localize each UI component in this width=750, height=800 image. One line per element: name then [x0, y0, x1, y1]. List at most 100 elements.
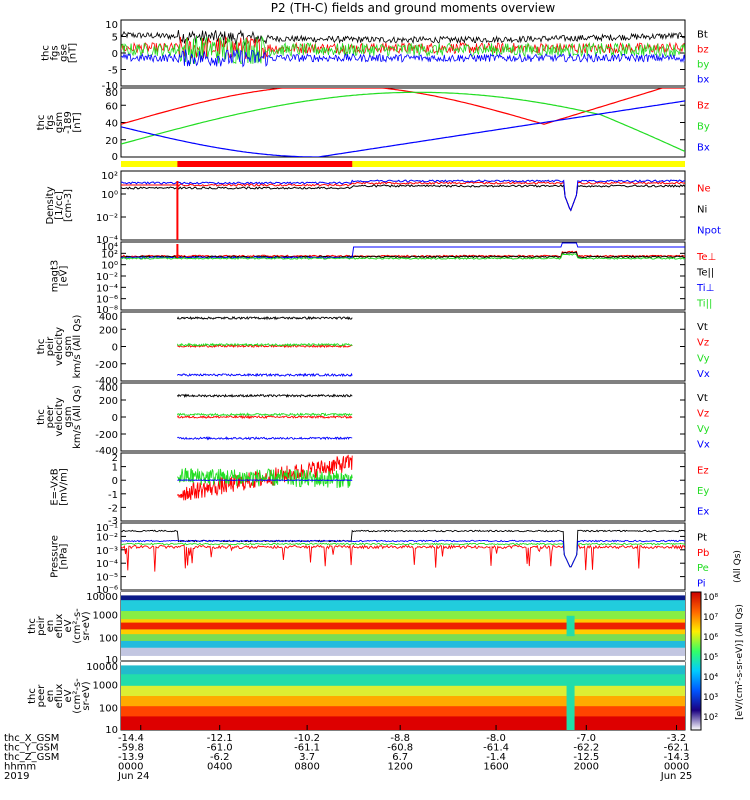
panel-frame — [120, 311, 686, 382]
y-tick-label: 10000 — [86, 592, 118, 603]
trace-Vy — [176, 412, 353, 417]
x-row-value: -62.1 — [664, 743, 690, 754]
y-axis-label: Pressure — [50, 535, 61, 578]
x-row-value: -13.9 — [118, 752, 144, 763]
y-tick-label: 10⁻³ — [96, 546, 118, 557]
y-axis-label: (cm²-s- — [72, 678, 83, 714]
colorbar-tick: 10⁵ — [703, 653, 718, 663]
y-tick-label: -200 — [95, 360, 118, 371]
x-row-value: -62.2 — [573, 743, 599, 754]
y-tick-label: 0 — [112, 476, 118, 487]
panel-frame — [120, 522, 686, 591]
panel-traces — [121, 662, 685, 730]
panel-frame — [120, 87, 686, 158]
y-axis-label: fgs — [50, 45, 61, 60]
y-tick-label: 10⁴ — [101, 242, 118, 253]
heatmap-band — [121, 685, 685, 697]
y-tick-label: -400 — [95, 376, 118, 387]
colorbar-tick: 10⁶ — [703, 633, 718, 643]
trace-Bx — [121, 100, 685, 157]
trace-Pt — [121, 529, 685, 568]
x-row-value: -6.2 — [210, 752, 230, 763]
heatmap-band — [121, 611, 685, 620]
legend-entry: Bz — [697, 101, 709, 112]
status-bar-red — [177, 161, 353, 167]
y-axis-label: km/s (All Qs) — [72, 385, 83, 449]
legend-entry: Ti|| — [696, 298, 712, 309]
legend-entry: Ne — [697, 184, 711, 195]
y-axis-label: sr-eV) — [81, 681, 92, 710]
x-row-value: 0000 — [118, 762, 143, 773]
panel-peer-spectrogram: 10000 1000 100 10 thcpeerenefluxeV(cm²-s-sr-… — [27, 661, 686, 736]
legend-entry: bz — [697, 45, 709, 56]
heatmap-band — [121, 696, 685, 707]
panel-traces — [121, 592, 685, 660]
trace-Ez — [177, 454, 353, 501]
y-tick-label: 10⁻⁶ — [96, 295, 118, 306]
y-tick-label: 10⁰ — [101, 190, 118, 201]
panel-peir-spectrogram: 10000 1000 100 10 thcpeirenefluxeV(cm²-s-sr-… — [27, 591, 686, 666]
y-axis-label: thc — [36, 339, 47, 355]
y-tick-label: -10 — [102, 81, 118, 92]
x-row-value: -10.2 — [294, 733, 320, 744]
y-axis-label: km/s (All Qs) — [72, 315, 83, 379]
trace-Vy — [176, 342, 353, 347]
panel-traces — [121, 88, 685, 157]
trace-Bt — [121, 29, 685, 47]
legend-entry: Bt — [697, 30, 708, 41]
trace-Vz — [177, 343, 353, 349]
y-tick-label: 10 — [105, 655, 118, 666]
legend-entry: Ex — [697, 507, 709, 518]
x-row-value: 0800 — [294, 762, 319, 773]
legend-entry: Ti⊥ — [696, 283, 714, 294]
y-tick-label: 10⁻² — [96, 272, 118, 283]
y-tick-label: 60 — [105, 101, 118, 112]
x-row-value: 0000 — [664, 762, 689, 773]
x-row-value: -8.0 — [486, 733, 506, 744]
trace-Vx — [177, 372, 353, 378]
y-axis-label: gse — [59, 44, 70, 62]
trace-Npot — [121, 179, 685, 212]
x-row-value: -61.4 — [483, 743, 509, 754]
x-row-label: hhmm — [4, 762, 36, 773]
heatmap-dip — [566, 682, 575, 730]
y-axis-label: en — [45, 620, 56, 633]
trace-By — [121, 91, 685, 153]
y-axis-label: magt3 — [50, 260, 61, 293]
trace-by — [121, 35, 685, 65]
y-axis-label: [cm-3] — [63, 189, 74, 222]
trace-Bz — [121, 88, 685, 125]
colorbar-scale — [690, 591, 702, 731]
heatmap-noise — [121, 647, 685, 656]
heatmap-band — [121, 600, 685, 612]
x-row-value: 6.7 — [392, 752, 408, 763]
y-axis-label: sr-eV) — [81, 611, 92, 640]
x-row-label: thc_Y_GSM — [4, 743, 59, 754]
heatmap-band — [121, 716, 685, 730]
y-tick-label: 10⁻⁴ — [96, 235, 118, 246]
panel-traces — [121, 242, 685, 260]
trace-series — [121, 253, 685, 260]
heatmap-dip — [566, 615, 575, 637]
y-axis-label: gsm — [54, 112, 65, 133]
x-row-label: thc_Z_GSM — [4, 752, 59, 763]
y-axis-label: fgs — [45, 115, 56, 130]
y-tick-label: 1000 — [93, 681, 118, 692]
y-axis-label: peir — [45, 336, 56, 356]
panel-traces — [176, 393, 353, 441]
trace-series — [121, 251, 685, 259]
y-tick-label: 10⁻¹ — [96, 523, 118, 534]
panel-traces — [176, 315, 353, 378]
heatmap-band — [121, 647, 685, 660]
colorbar: 10⁸ 10⁷ 10⁶ 10⁵ 10⁴ 10³ 10² [eV/(cm²-s-sr-eV)] … — [690, 591, 745, 731]
trace-Pi — [121, 539, 685, 568]
y-tick-label: -3 — [108, 516, 118, 527]
y-axis-label: peir — [36, 615, 47, 635]
y-tick-label: 400 — [99, 312, 118, 323]
y-tick-label: 2 — [112, 453, 118, 464]
legend-entry: Vz — [697, 338, 709, 349]
heatmap-band — [121, 674, 685, 687]
y-tick-label: 1 — [112, 463, 118, 474]
